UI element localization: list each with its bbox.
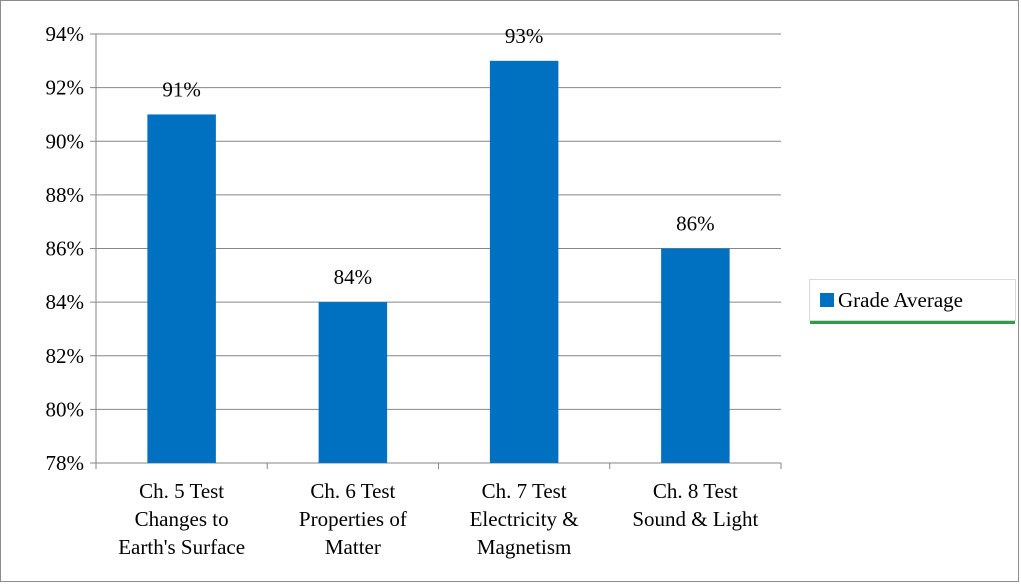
bars bbox=[147, 60, 730, 463]
y-tick-label: 86% bbox=[46, 237, 85, 261]
x-category-label: Ch. 8 Test bbox=[653, 479, 738, 503]
data-label: 93% bbox=[505, 24, 544, 48]
x-category-label: Properties of bbox=[299, 507, 407, 531]
y-tick-label: 90% bbox=[46, 129, 85, 153]
y-tick-label: 92% bbox=[46, 76, 85, 100]
y-tick-label: 88% bbox=[46, 183, 85, 207]
y-tick-label: 94% bbox=[46, 22, 85, 46]
x-category-label: Ch. 6 Test bbox=[310, 479, 395, 503]
data-label: 86% bbox=[676, 212, 715, 236]
legend: Grade Average bbox=[809, 279, 1016, 321]
x-category-label: Earth's Surface bbox=[118, 535, 245, 559]
x-category-label: Ch. 5 Test bbox=[139, 479, 224, 503]
x-category-label: Magnetism bbox=[477, 535, 572, 559]
legend-label: Grade Average bbox=[838, 287, 963, 312]
data-label: 91% bbox=[162, 77, 201, 101]
bar bbox=[147, 114, 216, 463]
x-category-label: Electricity & bbox=[470, 507, 579, 531]
bar bbox=[489, 60, 559, 463]
legend-swatch bbox=[820, 293, 834, 307]
y-tick-label: 82% bbox=[46, 344, 85, 368]
data-label: 84% bbox=[334, 265, 373, 289]
x-category-label: Changes to bbox=[135, 507, 229, 531]
labels: 78% 80% 82% 84% 86% 88% 90% 92% 94% 91% Ch. 5 Test… bbox=[46, 22, 759, 559]
x-category-label: Matter bbox=[325, 535, 381, 559]
x-category-label: Sound & Light bbox=[632, 507, 758, 531]
bar bbox=[661, 248, 730, 463]
y-tick-label: 84% bbox=[46, 290, 85, 314]
bar bbox=[318, 302, 388, 463]
y-tick-label: 80% bbox=[46, 397, 85, 421]
y-tick-label: 78% bbox=[46, 451, 85, 475]
x-category-label: Ch. 7 Test bbox=[482, 479, 567, 503]
